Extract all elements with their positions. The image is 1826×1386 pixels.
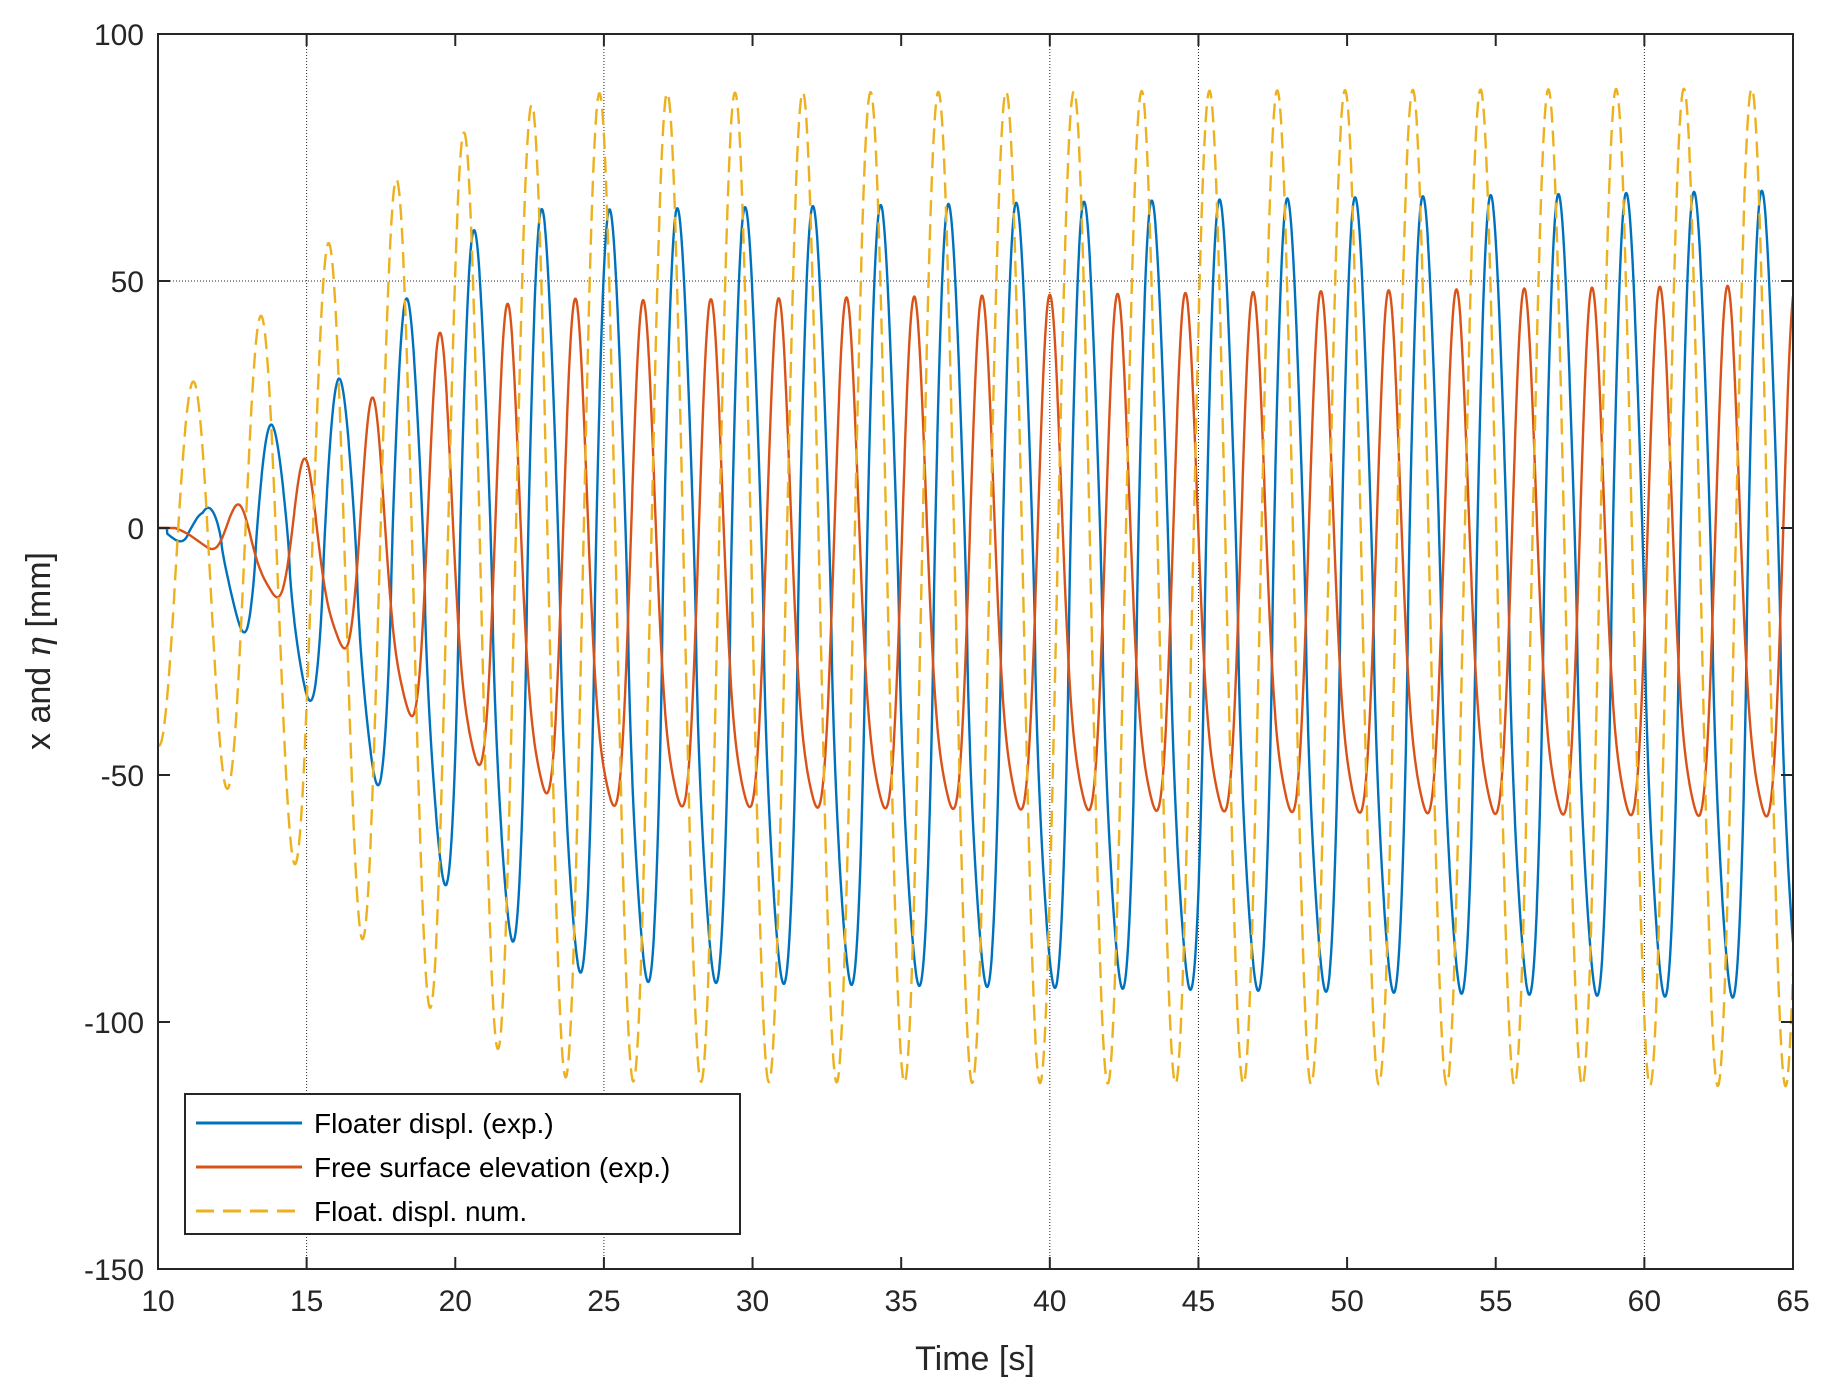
y-tick-label: -100: [84, 1007, 144, 1040]
x-tick-label: 30: [736, 1285, 769, 1318]
grid-lines: [158, 34, 1793, 1269]
y-tick-label: -50: [101, 760, 144, 793]
x-tick-label: 65: [1776, 1285, 1809, 1318]
y-axis-label: x and η [mm]: [19, 552, 59, 750]
legend-label-free-surface: Free surface elevation (exp.): [314, 1152, 670, 1183]
legend: Floater displ. (exp.) Free surface eleva…: [184, 1093, 741, 1235]
x-tick-label: 55: [1479, 1285, 1512, 1318]
y-tick-label: -150: [84, 1254, 144, 1287]
x-tick-label: 20: [439, 1285, 472, 1318]
x-tick-label: 60: [1628, 1285, 1661, 1318]
legend-label-numerical: Float. displ. num.: [314, 1196, 527, 1227]
y-tick-label: 0: [127, 513, 144, 546]
plot-frame: [157, 33, 1794, 1270]
x-tick-label: 45: [1182, 1285, 1215, 1318]
legend-label-floater: Floater displ. (exp.): [314, 1108, 554, 1139]
series-line-2: [158, 87, 1793, 1088]
series-line-0: [158, 189, 1793, 999]
series-lines: [158, 87, 1793, 1088]
series-line-1: [158, 284, 1793, 818]
x-axis-label: Time [s]: [915, 1340, 1035, 1378]
x-tick-label: 50: [1330, 1285, 1363, 1318]
x-tick-label: 15: [290, 1285, 323, 1318]
y-axis-label-symbol: η: [19, 636, 59, 657]
x-tick-label: 35: [884, 1285, 917, 1318]
y-tick-label: 50: [111, 266, 144, 299]
axis-ticks: 10 15 20 25 30 35 40 45 50 55 60 65 -150 -100 -50 0 50 10…: [84, 19, 1810, 1318]
y-axis-label-unit: [mm]: [20, 552, 58, 637]
y-tick-label: 100: [94, 19, 144, 52]
y-axis-label-text: x and: [20, 657, 58, 750]
plot-background: [158, 34, 1793, 1269]
x-tick-label: 25: [587, 1285, 620, 1318]
x-tick-label: 10: [141, 1285, 174, 1318]
x-tick-label: 40: [1033, 1285, 1066, 1318]
